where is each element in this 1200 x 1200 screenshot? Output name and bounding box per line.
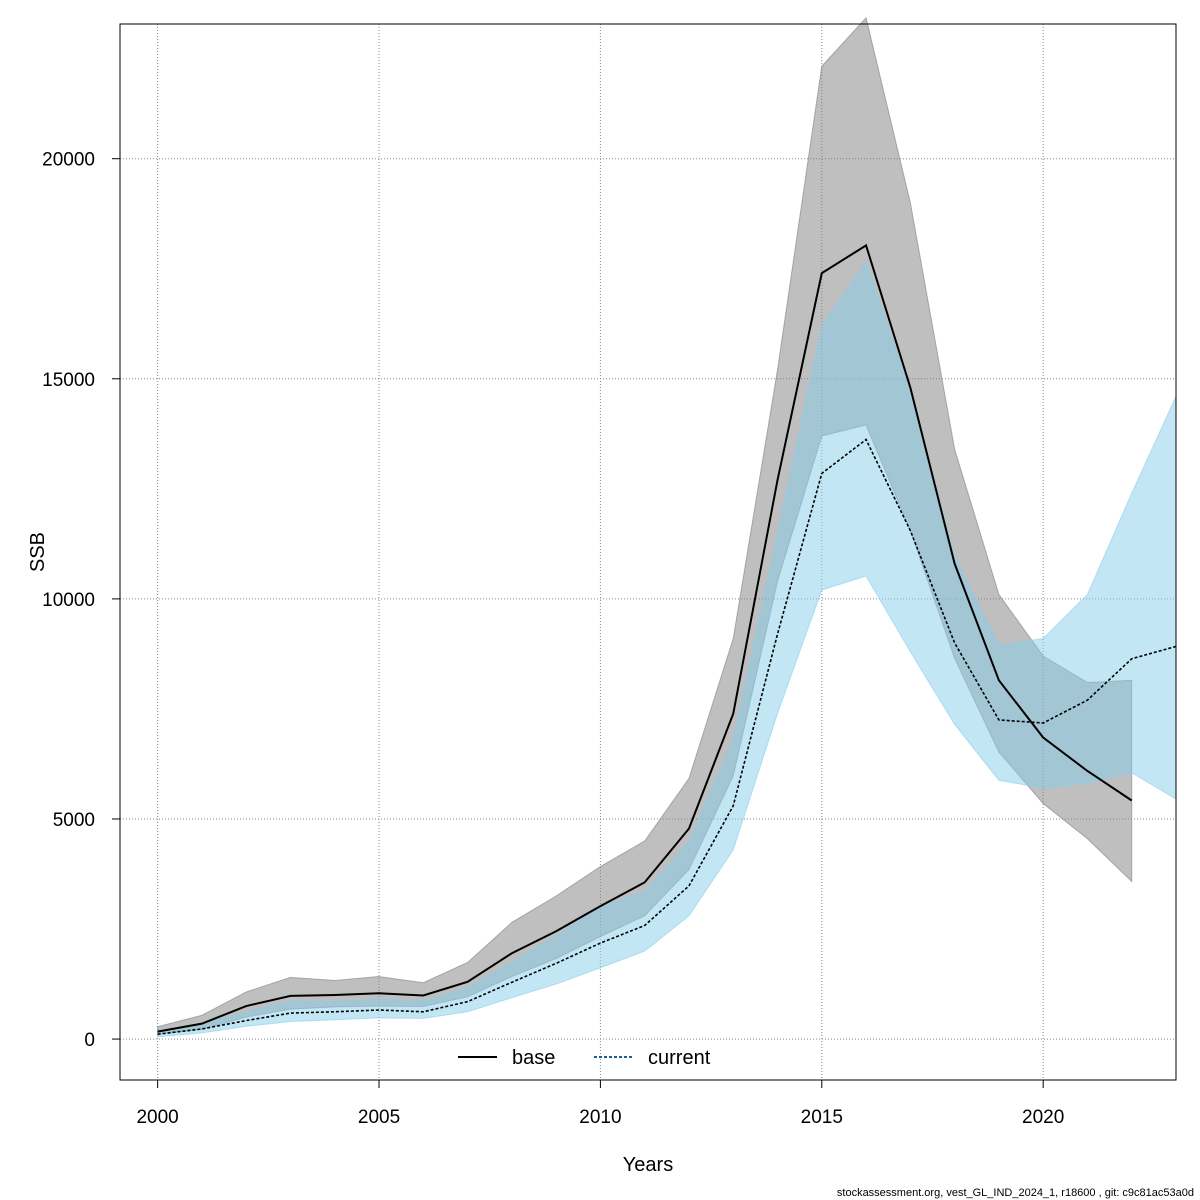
line-current: [157, 438, 1177, 1036]
y-tick-label: 15000: [42, 370, 95, 391]
legend: base current: [458, 1047, 711, 1069]
x-tick-label: 2020: [1022, 1107, 1064, 1128]
x-tick-label: 2010: [579, 1107, 621, 1128]
footer-text: stockassessment.org, vest_GL_IND_2024_1,…: [837, 1187, 1194, 1199]
legend-label-base: base: [512, 1047, 555, 1069]
x-axis-title: Years: [623, 1154, 673, 1176]
plot-frame: [119, 23, 1177, 1081]
x-tick-label: 2005: [358, 1107, 400, 1128]
line-base: [157, 243, 1133, 1033]
y-axis-title: SSB: [27, 532, 49, 572]
y-tick-label: 5000: [53, 810, 95, 831]
x-tick-label: 2015: [801, 1107, 843, 1128]
x-axis: 2000 2005 2010 2015 2020: [136, 1080, 1064, 1128]
y-tick-label: 10000: [42, 590, 95, 611]
legend-label-current: current: [648, 1047, 711, 1069]
y-tick-label: 20000: [42, 150, 95, 171]
y-axis: 0 5000 10000 15000 20000: [42, 150, 120, 1051]
confidence-bands: [157, 16, 1177, 1038]
series-lines: [157, 243, 1177, 1036]
y-tick-label: 0: [84, 1030, 95, 1051]
x-tick-label: 2000: [136, 1107, 178, 1128]
